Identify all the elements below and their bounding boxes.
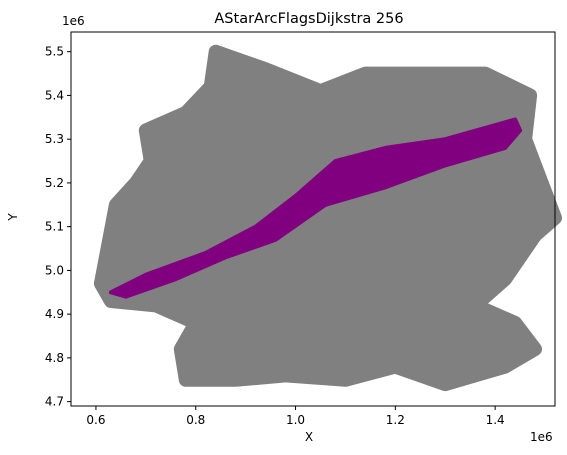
x-axis-label: X [305, 430, 313, 444]
y-tick-label: 4.7 [45, 395, 64, 409]
y-offset-label: 1e6 [62, 14, 85, 28]
x-axis: 0.6 0.8 1.0 1.2 1.4 [86, 406, 505, 427]
x-tick-label: 0.8 [186, 413, 205, 427]
series-region-2 [108, 117, 523, 299]
y-axis-label: Y [6, 213, 20, 222]
chart-title: AStarArcFlagsDijkstra 256 [214, 11, 403, 27]
y-tick-label: 5.5 [45, 45, 64, 59]
y-tick-label: 4.9 [45, 307, 64, 321]
y-axis: 4.7 4.8 4.9 5.0 5.1 5.2 5.3 5.4 5.5 [45, 45, 71, 409]
x-tick-label: 0.6 [86, 413, 105, 427]
y-tick-label: 5.4 [45, 88, 64, 102]
y-tick-label: 5.0 [45, 263, 64, 277]
x-tick-label: 1.2 [386, 413, 405, 427]
series-region-1 [93, 44, 562, 392]
y-tick-label: 5.2 [45, 176, 64, 190]
x-offset-label: 1e6 [530, 430, 553, 444]
x-tick-label: 1.0 [286, 413, 305, 427]
y-tick-label: 5.3 [45, 132, 64, 146]
plot-frame [70, 31, 556, 407]
y-tick-label: 4.8 [45, 351, 64, 365]
x-tick-label: 1.4 [486, 413, 505, 427]
y-tick-label: 5.1 [45, 220, 64, 234]
series-layer [93, 44, 562, 392]
